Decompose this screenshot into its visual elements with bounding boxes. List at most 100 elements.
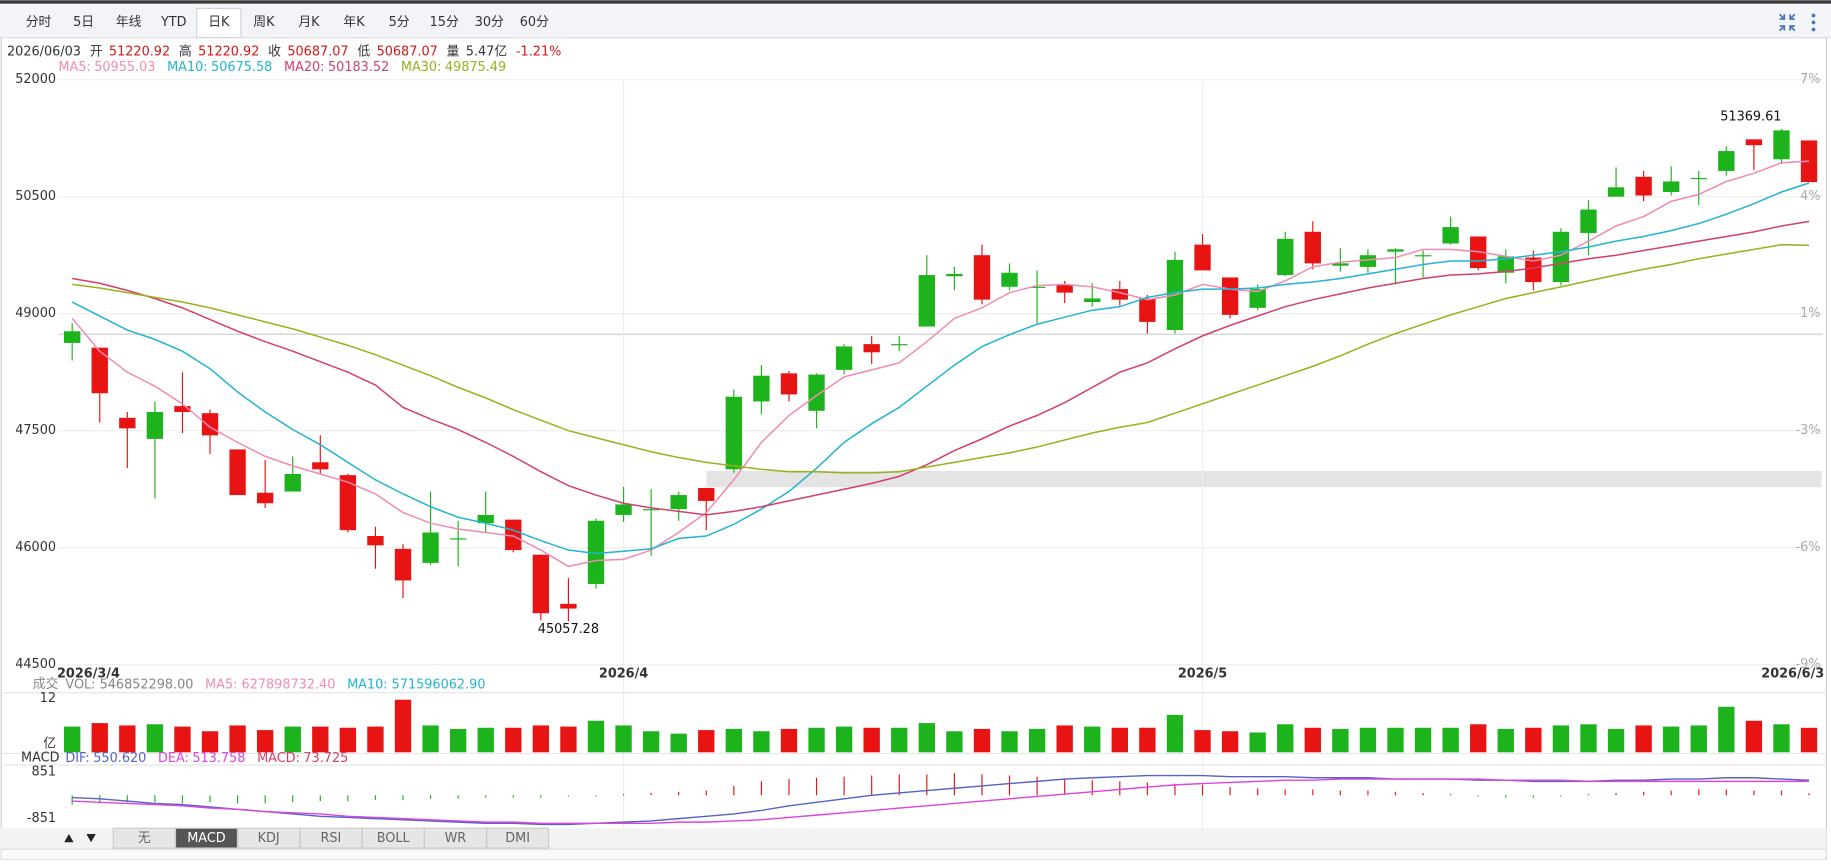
candle-body <box>946 273 963 277</box>
candle-body <box>1304 231 1321 264</box>
candle-body <box>229 449 246 496</box>
period-tab[interactable]: 年K <box>343 15 365 30</box>
volume-bar <box>174 726 191 753</box>
volume-bar <box>863 727 880 753</box>
volume-bar <box>201 731 219 753</box>
period-tab[interactable]: 年线 <box>116 15 142 30</box>
volume-bar <box>670 733 687 753</box>
quote-value: 50687.07 <box>377 44 438 59</box>
volume-bar <box>1277 724 1294 753</box>
volume-bar <box>422 725 439 753</box>
volume-bar <box>1635 725 1652 753</box>
period-tab[interactable]: 5日 <box>73 15 94 30</box>
volume-bar <box>1773 724 1790 753</box>
legend-name: MACD: <box>257 751 300 766</box>
period-tab[interactable]: 60分 <box>520 15 549 30</box>
period-tab[interactable]: 月K <box>298 15 320 30</box>
candle-body <box>422 532 439 563</box>
menu-dot[interactable] <box>1811 20 1816 25</box>
navigator[interactable] <box>0 848 1827 861</box>
period-tab[interactable]: 分时 <box>26 15 52 30</box>
y-tick-label: 47500 <box>15 423 56 438</box>
legend-name: MA20: <box>284 59 324 74</box>
toolbar <box>0 3 1831 38</box>
period-tab[interactable]: 日K <box>208 15 230 30</box>
indicator-tab-label[interactable]: 无 <box>138 831 151 846</box>
period-tab[interactable]: 周K <box>253 15 275 30</box>
y-tick-label: 851 <box>32 764 57 779</box>
candle-body <box>918 275 935 327</box>
quote-label: 高 <box>179 43 192 59</box>
candle-body <box>835 346 853 370</box>
quote-value: 50687.07 <box>287 44 348 59</box>
candle-body <box>1635 176 1652 196</box>
y-tick-label: 44500 <box>15 657 56 672</box>
ma-line <box>71 182 1810 555</box>
scroll-down[interactable] <box>86 834 96 843</box>
y-tick-label: 50500 <box>15 189 56 204</box>
indicator-tab-label[interactable]: BOLL <box>377 831 411 846</box>
candle-body <box>532 554 550 614</box>
candle-body <box>780 373 798 395</box>
indicator-tab-label[interactable]: KDJ <box>258 831 280 846</box>
indicator-tab-label[interactable]: DMI <box>505 831 530 846</box>
volume-bar <box>1139 727 1156 753</box>
period-tab[interactable]: 30分 <box>475 15 504 30</box>
volume-bar <box>367 726 384 753</box>
candle-body <box>1580 209 1597 233</box>
indicator-tab[interactable] <box>486 827 550 849</box>
collapse-icon[interactable] <box>1779 13 1796 32</box>
indicator-tab-label[interactable]: RSI <box>321 831 342 846</box>
period-tab[interactable]: 15分 <box>430 15 459 30</box>
menu-dot[interactable] <box>1811 13 1816 18</box>
volume-bar <box>1028 728 1046 753</box>
right-tick-label: 4% <box>1800 189 1820 204</box>
candle-body <box>725 396 743 470</box>
volume-bar <box>1525 727 1542 753</box>
candle-body <box>312 462 329 470</box>
ma-legend: MA5: 50955.03 MA10: 50675.58 MA20: 50183.52 MA… <box>58 59 506 74</box>
volume-bar <box>284 726 301 753</box>
panel-title: MACD <box>21 751 60 766</box>
highlight-band <box>706 470 1822 488</box>
candle-body <box>1221 277 1239 315</box>
candle-body <box>670 495 687 510</box>
candle-body <box>1773 130 1790 160</box>
candle-body <box>973 255 991 300</box>
volume-bar <box>698 730 715 753</box>
candle-body <box>63 331 81 343</box>
max-label: 51369.61 <box>1720 110 1781 125</box>
macd-line <box>72 778 1810 824</box>
volume-bar <box>1359 727 1377 753</box>
candle-body <box>1663 181 1680 193</box>
window-edge <box>0 0 1831 4</box>
legend-value: 50955.03 <box>94 59 155 74</box>
candle-body <box>1414 255 1432 257</box>
candle-body <box>1745 139 1763 146</box>
volume-bar <box>808 727 825 753</box>
candle-body <box>284 473 301 492</box>
volume-bar <box>1111 727 1128 753</box>
volume-bar <box>1221 731 1239 753</box>
indicator-tab-label[interactable]: MACD <box>187 831 226 846</box>
volume-bar <box>1497 728 1514 753</box>
right-tick-label: 1% <box>1800 306 1820 321</box>
candle-body <box>477 514 494 524</box>
volume-bar <box>1056 725 1073 753</box>
volume-bar <box>946 731 963 753</box>
right-tick-label: -6% <box>1796 540 1821 555</box>
period-tab[interactable]: 5分 <box>389 15 410 30</box>
candle-body <box>146 411 164 439</box>
candle-body <box>449 538 467 540</box>
x-tick-label: 2026/5 <box>1178 667 1227 682</box>
menu-dot[interactable] <box>1811 27 1816 32</box>
candle-body <box>753 375 770 402</box>
period-tab[interactable]: YTD <box>160 15 187 30</box>
scroll-up[interactable] <box>64 834 74 843</box>
ma-line <box>72 220 1810 516</box>
y-tick-label: 49000 <box>15 306 56 321</box>
indicator-tab-label[interactable]: WR <box>445 831 467 846</box>
toolbar-icons[interactable] <box>1779 13 1816 32</box>
volume-bar <box>891 727 908 753</box>
